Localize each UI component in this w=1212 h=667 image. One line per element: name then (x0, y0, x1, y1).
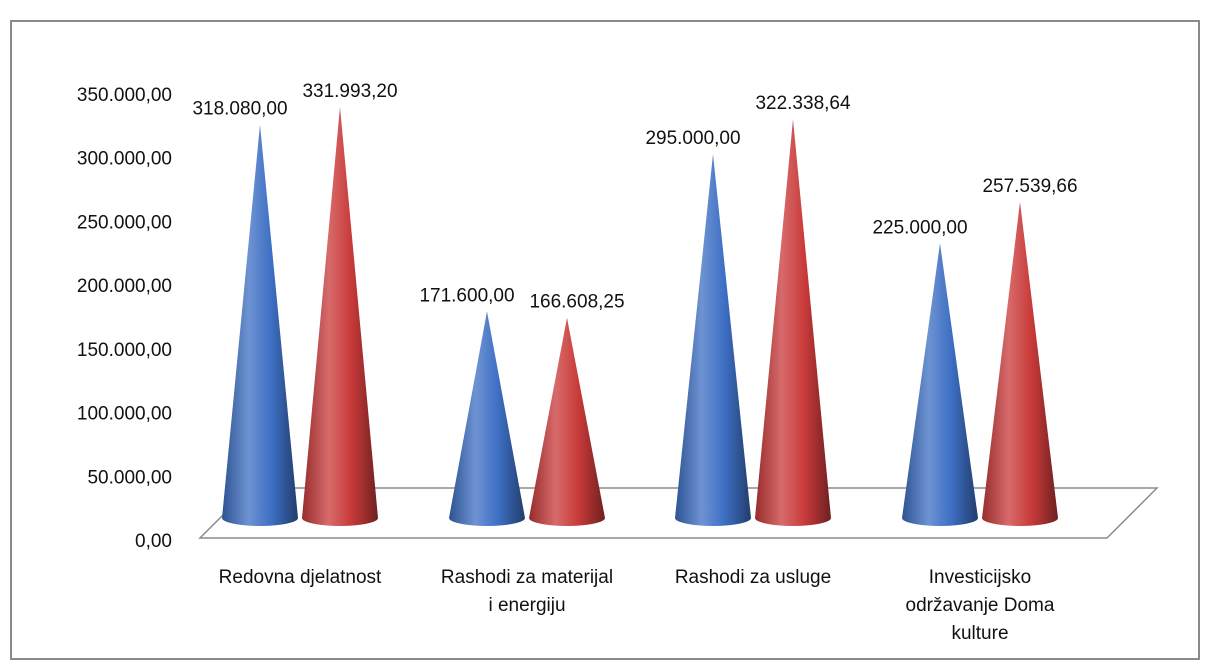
data-label: 166.608,25 (529, 292, 624, 313)
category-label: Investicijsko održavanje Doma kulture (906, 567, 1055, 644)
category-label: Rashodi za usluge (675, 567, 831, 588)
y-tick-label: 50.000,00 (87, 467, 172, 488)
y-tick-label: 350.000,00 (77, 85, 172, 106)
y-tick-label: 150.000,00 (77, 340, 172, 361)
cone-mark (302, 106, 378, 527)
cone-mark (222, 124, 298, 526)
chart-frame (10, 20, 1200, 660)
cone-mark (982, 201, 1058, 526)
cone-mark (902, 243, 978, 527)
data-label: 295.000,00 (645, 128, 740, 149)
y-tick-label: 300.000,00 (77, 149, 172, 170)
y-tick-label: 250.000,00 (77, 212, 172, 233)
data-label: 318.080,00 (192, 99, 287, 120)
category-label: Redovna djelatnost (219, 567, 382, 588)
data-label: 171.600,00 (419, 285, 514, 306)
data-label: 257.539,66 (982, 176, 1077, 197)
y-tick-label: 200.000,00 (77, 276, 172, 297)
category-label: Rashodi za materijal i energiju (441, 567, 613, 616)
cone-mark (449, 311, 525, 526)
cone-mark (755, 119, 831, 526)
y-tick-label: 100.000,00 (77, 404, 172, 425)
data-label: 322.338,64 (755, 93, 851, 114)
data-label: 225.000,00 (872, 217, 967, 238)
cone-mark (529, 317, 605, 526)
data-label: 331.993,20 (302, 81, 397, 102)
cone-mark (675, 154, 751, 527)
y-tick-label: 0,00 (135, 531, 172, 552)
